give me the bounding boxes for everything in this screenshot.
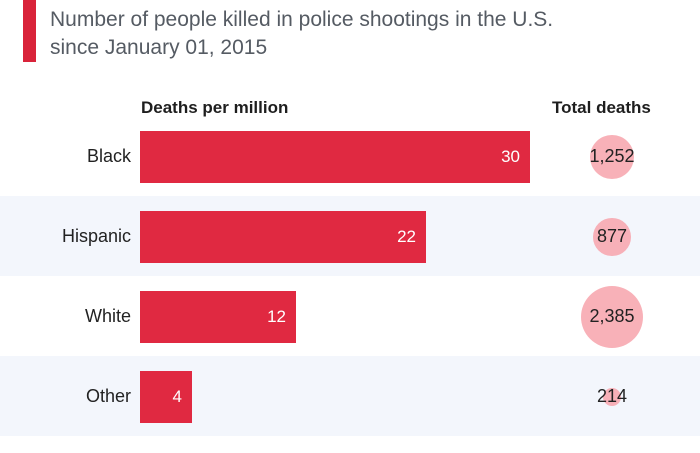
total-bubble bbox=[593, 218, 631, 256]
bar bbox=[140, 291, 296, 343]
category-label: Black bbox=[86, 146, 131, 166]
bar-value-label: 12 bbox=[267, 307, 286, 326]
title-accent-bar bbox=[23, 0, 36, 62]
column-header-rate: Deaths per million bbox=[141, 98, 289, 117]
category-label: White bbox=[84, 306, 131, 326]
bar-value-label: 30 bbox=[501, 147, 520, 166]
total-bubble bbox=[581, 286, 643, 348]
chart-subtitle: Number of people killed in police shooti… bbox=[50, 6, 670, 62]
total-bubble bbox=[589, 134, 635, 180]
category-label: Hispanic bbox=[61, 226, 131, 246]
bar-value-label: 4 bbox=[172, 387, 182, 406]
subtitle-line-1: Number of people killed in police shooti… bbox=[50, 8, 554, 31]
bar bbox=[140, 131, 530, 183]
total-value-label: 877 bbox=[596, 226, 628, 246]
bar bbox=[140, 211, 426, 263]
bar bbox=[140, 371, 192, 423]
total-value-label: 214 bbox=[596, 386, 628, 406]
bar-value-label: 22 bbox=[397, 227, 416, 246]
category-label: Other bbox=[85, 386, 131, 406]
total-value-label: 2,385 bbox=[589, 306, 635, 326]
total-value-label: 1,252 bbox=[589, 146, 635, 166]
total-bubble bbox=[602, 387, 622, 407]
column-header-total: Total deaths bbox=[552, 98, 651, 117]
subtitle-line-2: since January 01, 2015 bbox=[50, 36, 268, 59]
row-background bbox=[0, 356, 700, 436]
